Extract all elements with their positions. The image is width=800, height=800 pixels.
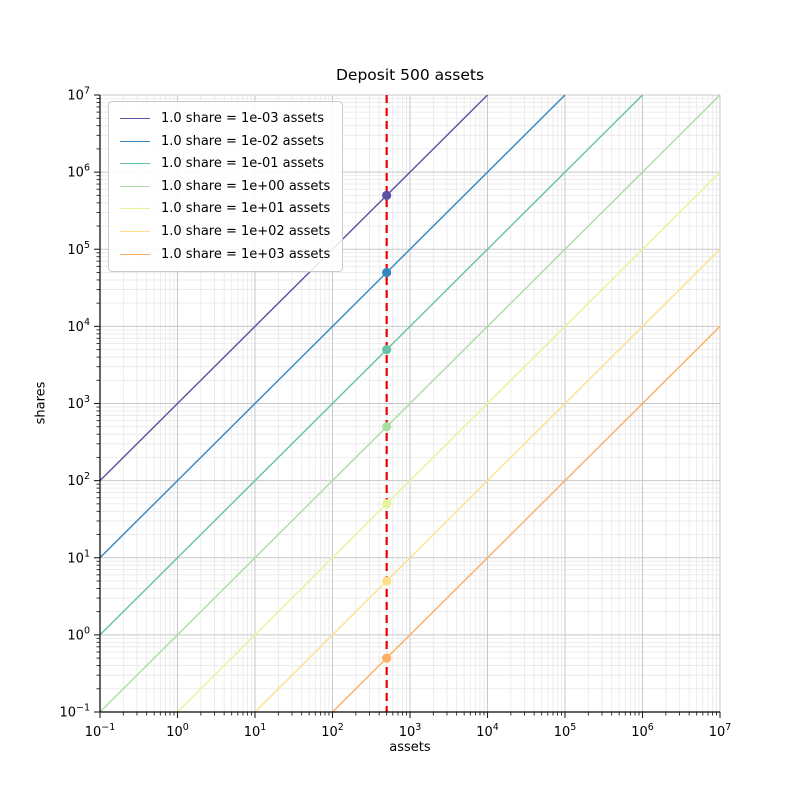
x-tick-label: 103 [399,722,422,740]
legend-label: 1.0 share = 1e-01 assets [161,156,325,172]
legend-entry-4: 1.0 share = 1e+01 assets [120,201,330,216]
data-point-3 [382,422,392,432]
x-tick-label: 10−1 [85,722,116,740]
data-point-4 [382,499,392,509]
legend-line-swatch [120,253,150,255]
legend: 1.0 share = 1e-03 assets 1.0 share = 1e-0… [108,101,344,272]
y-tick-label: 106 [67,163,90,181]
legend-line-swatch [120,140,150,142]
x-tick-label: 100 [166,722,189,740]
series-line-6 [332,325,721,713]
series-line-0 [99,94,488,482]
series-line-5 [254,248,721,713]
legend-entry-5: 1.0 share = 1e+02 assets [120,224,330,239]
legend-label: 1.0 share = 1e-02 assets [161,133,325,149]
data-point-2 [382,344,392,355]
x-tick-label: 105 [554,722,577,740]
y-axis-label: shares [33,381,49,425]
legend-line-swatch [120,185,150,187]
data-point-5 [382,576,392,586]
y-tick-label: 105 [67,240,90,258]
legend-label: 1.0 share = 1e-03 assets [161,111,325,126]
data-point-6 [382,653,392,663]
legend-label: 1.0 share = 1e+02 assets [161,223,331,239]
y-tick-label: 101 [67,548,90,566]
legend-entry-6: 1.0 share = 1e+03 assets [120,247,330,262]
legend-entry-1: 1.0 share = 1e-02 assets [120,134,330,149]
legend-line-swatch [120,230,150,232]
legend-line-swatch [120,118,150,119]
y-tick-label: 102 [67,471,90,489]
x-tick-label: 104 [476,722,499,740]
series-line-2 [99,94,643,636]
series-line-4 [177,171,721,713]
legend-entry-3: 1.0 share = 1e+00 assets [120,179,330,194]
data-point-0 [382,190,392,200]
legend-line-swatch [120,208,150,210]
x-tick-label: 107 [709,722,732,740]
legend-entry-2: 1.0 share = 1e-01 assets [120,156,330,171]
x-axis-label: assets [389,740,431,755]
legend-label: 1.0 share = 1e+01 assets [161,201,331,217]
series-line-3 [99,94,721,713]
y-tick-label: 104 [67,317,90,335]
legend-label: 1.0 share = 1e+00 assets [161,178,331,194]
x-tick-label: 101 [244,722,267,740]
data-point-1 [382,267,392,278]
y-tick-label: 100 [67,625,90,643]
y-tick-label: 107 [67,86,90,104]
x-tick-label: 102 [321,722,344,740]
chart-title: Deposit 500 assets [335,66,485,84]
legend-label: 1.0 share = 1e+03 assets [161,246,331,262]
x-tick-label: 106 [631,722,654,740]
legend-entry-0: 1.0 share = 1e-03 assets [120,111,330,126]
y-tick-label: 10−1 [59,703,90,721]
legend-line-swatch [120,163,150,165]
y-tick-label: 103 [67,394,90,412]
series-line-1 [99,94,566,559]
